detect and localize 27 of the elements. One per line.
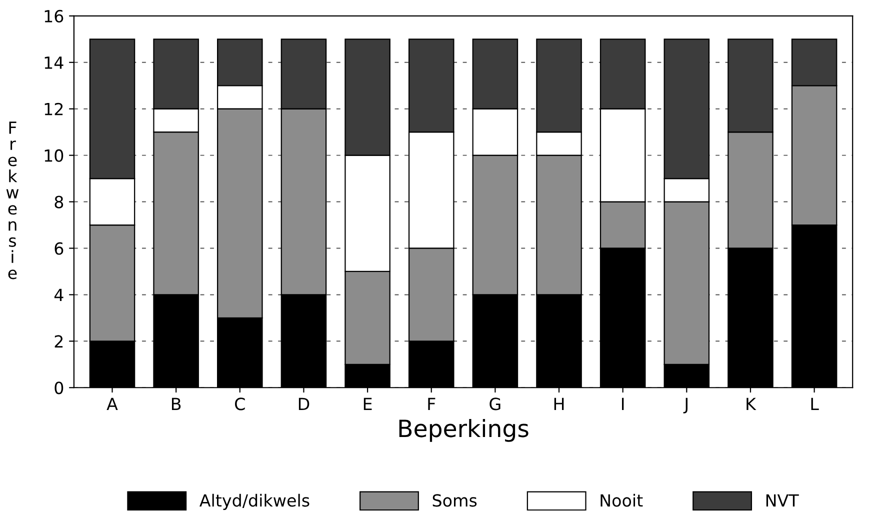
y-tick-label: 12 <box>44 102 63 116</box>
x-tick-label: L <box>811 398 819 410</box>
x-tick-label: F <box>428 398 436 410</box>
y-tick-label: 2 <box>54 335 63 348</box>
x-tick-label: I <box>622 398 624 410</box>
y-tick-label: 0 <box>54 382 64 394</box>
x-tick-label: G <box>490 398 500 410</box>
y-tick-label: 16 <box>44 10 64 22</box>
legend-label: Soms <box>432 494 477 507</box>
text: Frekwensie <box>6 122 19 280</box>
x-tick-label: B <box>172 398 181 410</box>
y-tick-label: 10 <box>44 149 64 162</box>
y-tick-label: 14 <box>44 56 64 69</box>
y-tick-label: 4 <box>54 288 64 302</box>
x-tick-label: K <box>746 398 756 410</box>
legend-label: Nooit <box>600 494 643 507</box>
x-tick-label: C <box>235 398 245 410</box>
legend-label: NVT <box>766 494 799 507</box>
y-tick-label: 8 <box>54 196 64 208</box>
x-tick-label: E <box>364 398 372 410</box>
x-tick-label: A <box>106 398 118 410</box>
y-tick-label: 6 <box>54 242 64 255</box>
x-tick-label: D <box>298 398 310 410</box>
x-axis-title: Beperkings <box>399 419 528 442</box>
x-tick-label: J <box>683 398 688 414</box>
legend-label: Altyd/dikwels <box>200 494 310 510</box>
x-tick-label: H <box>554 398 564 410</box>
